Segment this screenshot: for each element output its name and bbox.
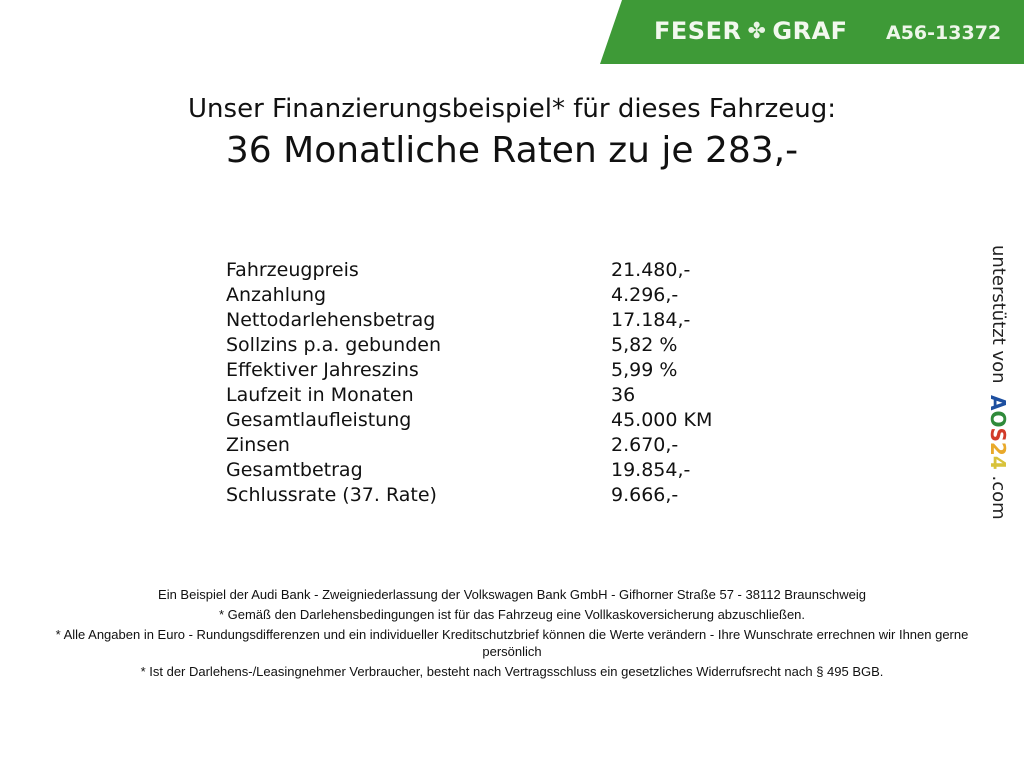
row-value: 36 [611, 384, 636, 406]
table-row: Laufzeit in Monaten 36 [226, 383, 712, 408]
row-value: 9.666,- [611, 484, 679, 506]
row-value: 5,99 % [611, 359, 678, 381]
table-row: Effektiver Jahreszins 5,99 % [226, 358, 712, 383]
footer-disclaimer: Ein Beispiel der Audi Bank - Zweignieder… [40, 586, 984, 683]
aos-letter: 4 [986, 455, 1010, 470]
sponsor-note: unterstützt von AOS24 .com [986, 245, 1010, 520]
brand-right: GRAF [772, 17, 848, 45]
aos-letter: A [986, 395, 1010, 411]
table-row: Zinsen 2.670,- [226, 433, 712, 458]
row-label: Fahrzeugpreis [226, 259, 359, 281]
brand-left: FESER [654, 17, 742, 45]
row-label: Schlussrate (37. Rate) [226, 484, 437, 506]
page-title: Unser Finanzierungsbeispiel* für dieses … [188, 94, 836, 124]
row-value: 17.184,- [611, 309, 691, 331]
row-value: 4.296,- [611, 284, 679, 306]
footer-line: * Gemäß den Darlehensbedingungen ist für… [218, 607, 806, 622]
row-label: Laufzeit in Monaten [226, 384, 414, 406]
row-value: 21.480,- [611, 259, 691, 281]
footer-line: * Ist der Darlehens-/Leasingnehmer Verbr… [140, 664, 884, 679]
table-row: Fahrzeugpreis 21.480,- [226, 258, 712, 283]
finance-table: Fahrzeugpreis 21.480,- Anzahlung 4.296,- Net… [226, 258, 712, 508]
header-banner [600, 0, 1024, 64]
row-label: Anzahlung [226, 284, 327, 306]
aos-letter: O [986, 410, 1010, 428]
row-value: 5,82 % [611, 334, 678, 356]
brand-logo: FESER ✤ GRAF [654, 17, 848, 45]
footer-line: Ein Beispiel der Audi Bank - Zweignieder… [158, 587, 866, 602]
row-label: Zinsen [226, 434, 290, 456]
row-value: 19.854,- [611, 459, 691, 481]
vehicle-code: A56-13372 [886, 22, 1002, 44]
sponsor-prefix: unterstützt von [988, 245, 1009, 384]
row-label: Effektiver Jahreszins [226, 359, 419, 381]
row-label: Gesamtbetrag [226, 459, 363, 481]
row-value: 45.000 KM [611, 409, 713, 431]
sponsor-suffix: .com [988, 475, 1009, 520]
aos-letter: S [986, 427, 1010, 442]
table-row: Sollzins p.a. gebunden 5,82 % [226, 333, 712, 358]
table-row: Schlussrate (37. Rate) 9.666,- [226, 483, 712, 508]
row-value: 2.670,- [611, 434, 679, 456]
rate-headline: 36 Monatliche Raten zu je 283,- [225, 130, 799, 171]
aos-letter: 2 [986, 441, 1010, 456]
table-row: Anzahlung 4.296,- [226, 283, 712, 308]
table-row: Nettodarlehensbetrag 17.184,- [226, 308, 712, 333]
table-row: Gesamtlaufleistung 45.000 KM [226, 408, 712, 433]
footer-line: * Alle Angaben in Euro - Rundungsdiffere… [55, 627, 969, 659]
row-label: Sollzins p.a. gebunden [226, 334, 441, 356]
aos24-logo: AOS24 [986, 395, 1010, 470]
clover-icon: ✤ [747, 18, 767, 44]
row-label: Gesamtlaufleistung [226, 409, 412, 431]
table-row: Gesamtbetrag 19.854,- [226, 458, 712, 483]
row-label: Nettodarlehensbetrag [226, 309, 436, 331]
